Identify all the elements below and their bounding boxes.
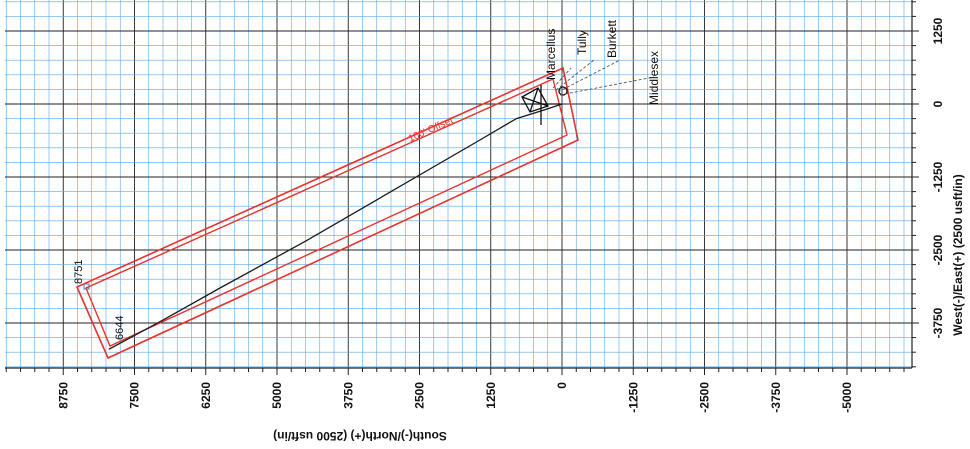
formation-label-marcellus: Marcellus xyxy=(544,29,558,80)
rig-icon xyxy=(521,85,568,125)
y-tick-label: -1250 xyxy=(931,161,945,192)
x-tick-label: 6250 xyxy=(199,382,213,409)
y-tick-label: 1250 xyxy=(931,17,945,44)
x-tick-label: 7500 xyxy=(128,382,142,409)
y-tick-label: -2500 xyxy=(931,234,945,265)
x-tick-label: 0 xyxy=(555,382,569,389)
x-tick-label: 5000 xyxy=(270,382,284,409)
x-axis-title: South(-)/North(+) (2500 usft/in) xyxy=(273,429,447,443)
x-tick-label: -3750 xyxy=(769,382,783,413)
x-axis-tick-labels: 8750 7500 6250 5000 3750 2500 1250 0 -1250 -2500 -… xyxy=(56,382,854,413)
x-tick-label: 1250 xyxy=(484,382,498,409)
x-tick-label: -5000 xyxy=(840,382,854,413)
formation-label-tully: Tully xyxy=(575,30,589,55)
x-tick-label: -1250 xyxy=(626,382,640,413)
x-tick-label: 2500 xyxy=(413,382,427,409)
x-tick-label: 8750 xyxy=(56,382,70,409)
md-label-8751: 8751 xyxy=(73,260,85,284)
formation-label-middlesex: Middlesex xyxy=(647,51,661,105)
y-axis-title: West(-)/East(+) (2500 usft/in) xyxy=(951,174,965,335)
y-tick-label: 0 xyxy=(931,100,945,107)
md-label-6644: 6644 xyxy=(114,316,126,340)
formation-label-burkett: Burkett xyxy=(605,19,619,58)
offset-boundary-outer xyxy=(75,66,579,360)
x-tick-label: 3750 xyxy=(341,382,355,409)
x-tick-label: -2500 xyxy=(698,382,712,413)
formation-leaders xyxy=(552,59,655,96)
y-tick-label: -3750 xyxy=(931,307,945,338)
plot-grid xyxy=(5,0,919,375)
target-box xyxy=(83,283,90,290)
wellpath-line xyxy=(108,103,563,350)
offset-boundary-inner xyxy=(85,78,568,347)
y-axis-tick-labels: 1250 0 -1250 -2500 -3750 xyxy=(931,17,945,338)
